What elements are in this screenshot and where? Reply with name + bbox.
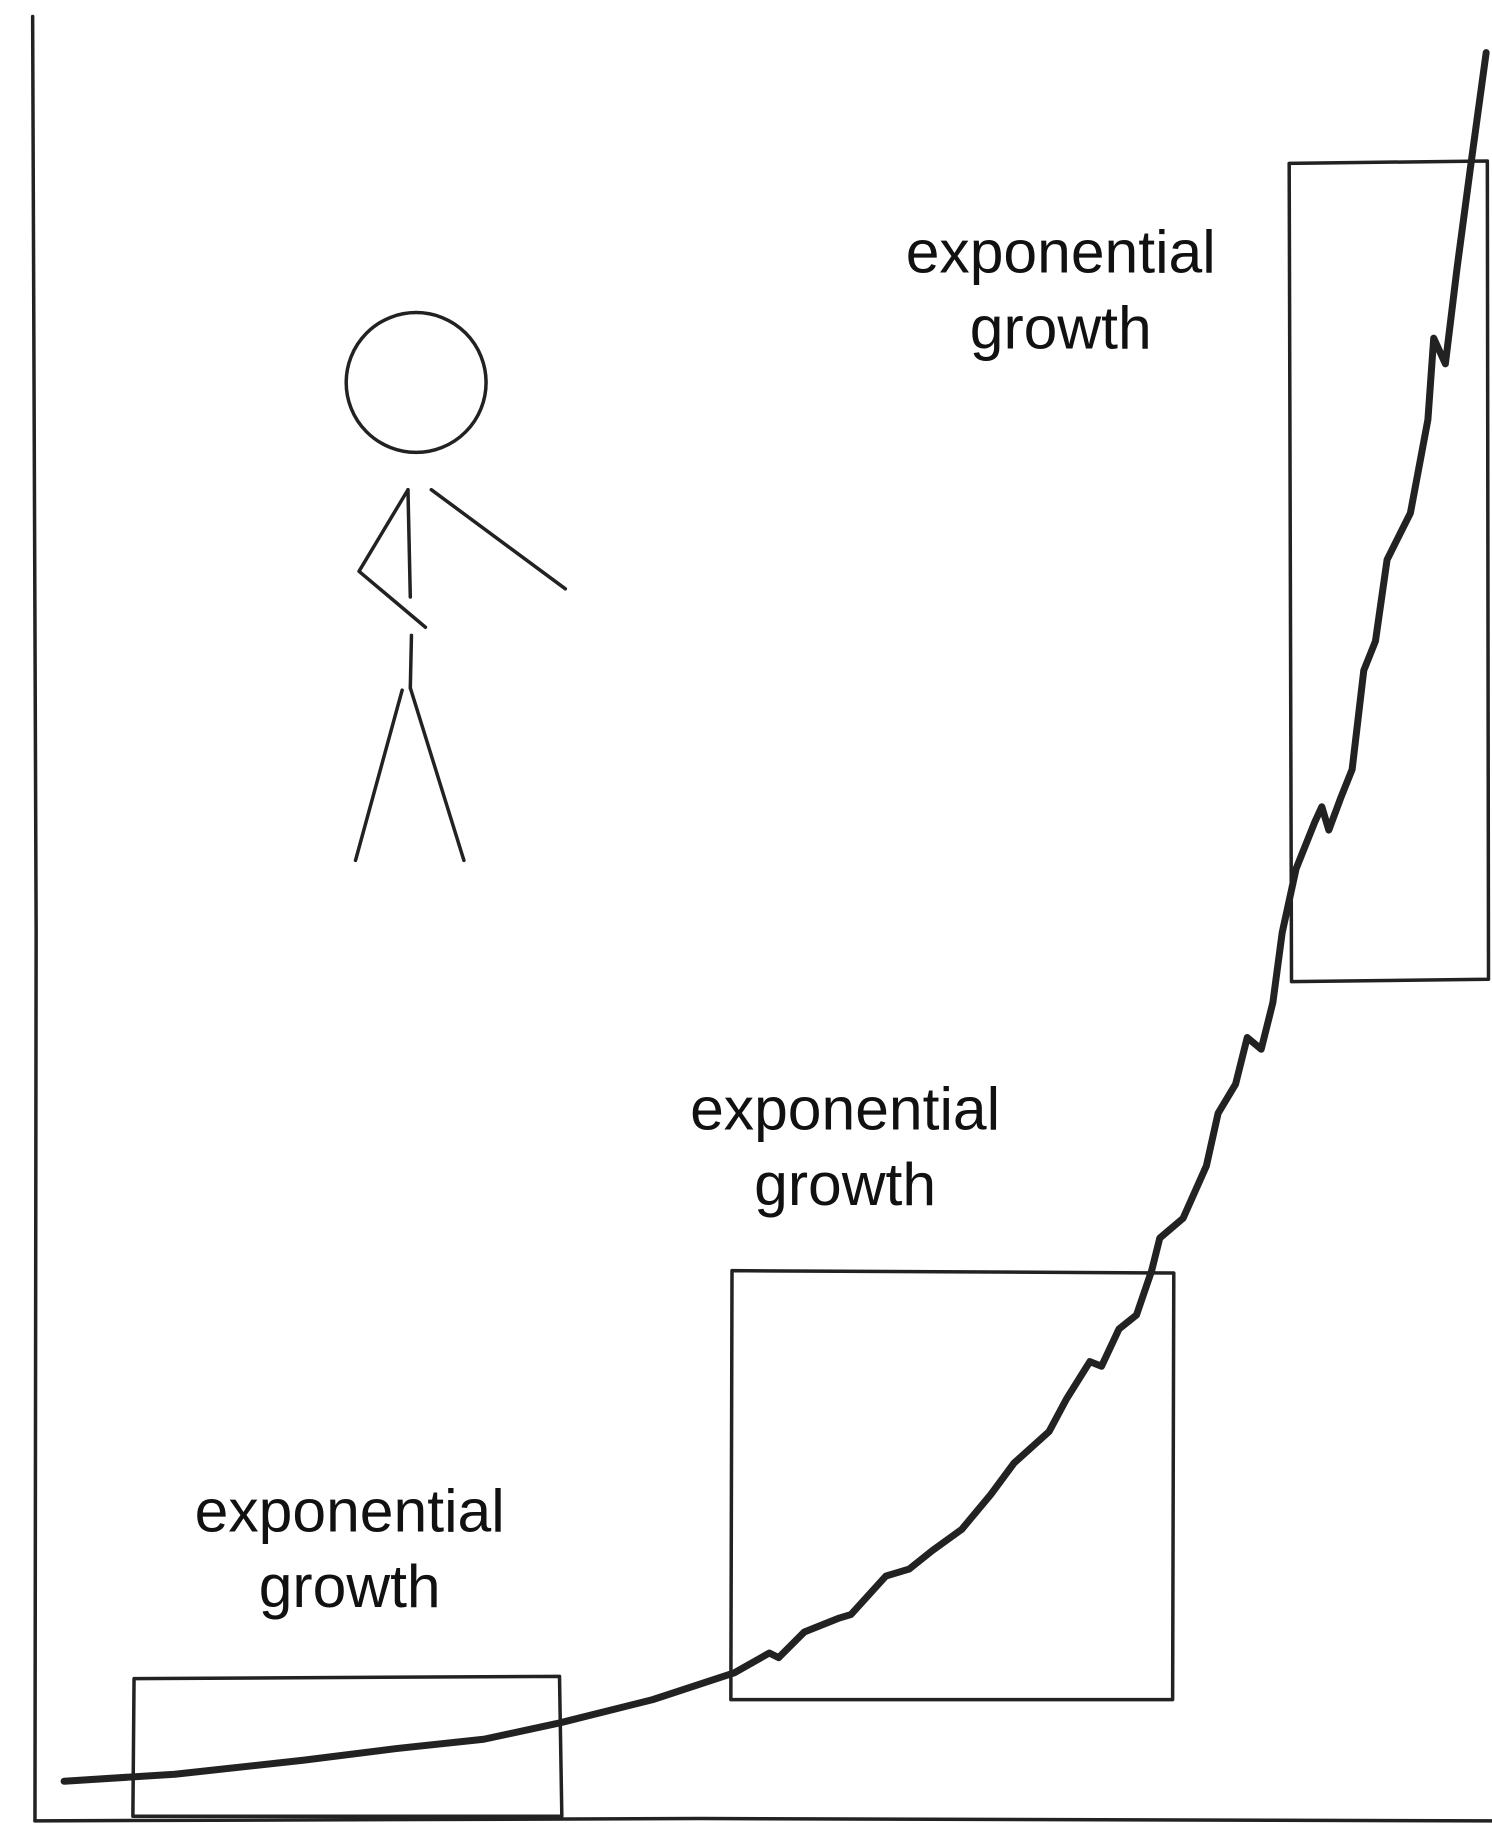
figure-arm-right <box>431 490 565 589</box>
bottom-axis <box>35 1819 1492 1821</box>
small-box <box>133 1676 562 1816</box>
drawing: exponential growth exponential growth ex… <box>0 0 1492 1828</box>
figure-legs <box>356 688 464 861</box>
label-line: growth <box>754 1150 936 1218</box>
label-line: exponential <box>690 1074 1000 1142</box>
figure-body <box>408 490 411 688</box>
label-line: exponential <box>195 1476 505 1544</box>
figure-arm-left <box>359 490 425 628</box>
figure-head <box>346 313 486 453</box>
label-line: growth <box>970 293 1152 361</box>
label-line: exponential <box>906 218 1216 286</box>
left-axis <box>33 16 36 1820</box>
label-line: growth <box>259 1552 441 1620</box>
page: exponential growth exponential growth ex… <box>0 0 1492 1828</box>
